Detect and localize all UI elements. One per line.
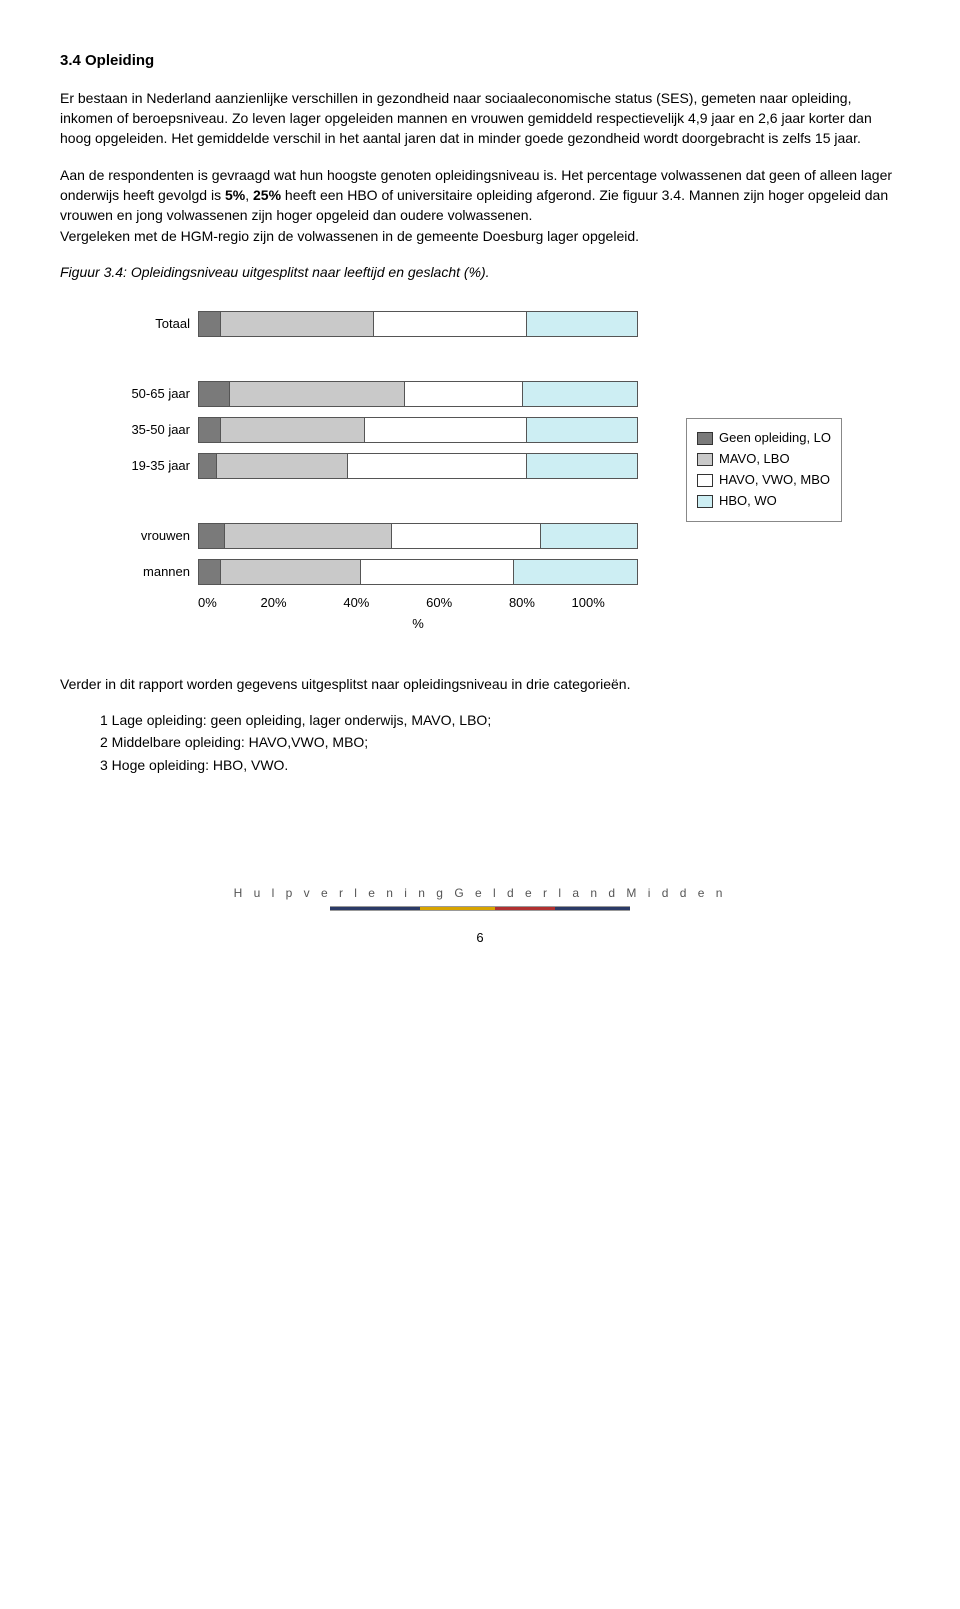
chart-row: 19-35 jaar <box>100 448 638 484</box>
chart-segment <box>221 312 374 336</box>
legend-label: HBO, WO <box>719 492 777 511</box>
chart-row-label: 35-50 jaar <box>100 421 198 440</box>
chart-tick: 80% <box>509 594 535 613</box>
chart-bar <box>198 523 638 549</box>
legend-swatch <box>697 495 713 508</box>
chart-segment <box>523 382 637 406</box>
chart-spacer <box>100 342 638 376</box>
chart-row-label: mannen <box>100 563 198 582</box>
chart-segment <box>221 560 361 584</box>
chart-segment <box>199 454 217 478</box>
chart-segment <box>199 524 225 548</box>
chart-tick: 100% <box>572 594 605 613</box>
chart-bar <box>198 311 638 337</box>
legend-label: MAVO, LBO <box>719 450 790 469</box>
chart-x-axis: 0% 20% 40% 60% 80% 100% <box>198 594 638 613</box>
chart-segment <box>225 524 391 548</box>
chart-segment <box>365 418 527 442</box>
category-list: 1 Lage opleiding: geen opleiding, lager … <box>100 710 900 775</box>
chart-spacer <box>100 484 638 518</box>
chart-row: mannen <box>100 554 638 590</box>
chart-bar <box>198 453 638 479</box>
paragraph-2: Aan de respondenten is gevraagd wat hun … <box>60 165 900 246</box>
outro-paragraph: Verder in dit rapport worden gegevens ui… <box>60 674 900 694</box>
chart-segment <box>527 454 637 478</box>
chart-segment <box>199 382 230 406</box>
chart-legend: Geen opleiding, LO MAVO, LBO HAVO, VWO, MB… <box>686 418 842 521</box>
p2-bold-2: 25% <box>253 187 281 203</box>
legend-item: MAVO, LBO <box>697 450 831 469</box>
category-item: 2 Middelbare opleiding: HAVO,VWO, MBO; <box>100 732 900 752</box>
chart-bar <box>198 381 638 407</box>
legend-swatch <box>697 453 713 466</box>
chart-segment <box>217 454 348 478</box>
chart-row: Totaal <box>100 306 638 342</box>
p2-bold-1: 5% <box>225 187 245 203</box>
legend-swatch <box>697 474 713 487</box>
chart-segment <box>348 454 528 478</box>
chart-segment <box>405 382 523 406</box>
chart-segment <box>527 418 637 442</box>
chart-segment <box>199 312 221 336</box>
chart-row-label: vrouwen <box>100 527 198 546</box>
chart-row: 35-50 jaar <box>100 412 638 448</box>
chart-segment <box>230 382 405 406</box>
chart-segment <box>541 524 637 548</box>
legend-label: HAVO, VWO, MBO <box>719 471 830 490</box>
chart-x-label: % <box>198 615 638 634</box>
category-item: 1 Lage opleiding: geen opleiding, lager … <box>100 710 900 730</box>
legend-item: HBO, WO <box>697 492 831 511</box>
page-footer: H u l p v e r l e n i n g G e l d e r l … <box>60 885 900 948</box>
chart-row-label: 50-65 jaar <box>100 385 198 404</box>
chart-segment <box>392 524 541 548</box>
chart-tick: 20% <box>261 594 287 613</box>
chart-tick: 40% <box>343 594 369 613</box>
p2-text-c: , <box>245 187 253 203</box>
chart-segment <box>199 560 221 584</box>
chart-row-label: 19-35 jaar <box>100 457 198 476</box>
chart-tick: 60% <box>426 594 452 613</box>
chart-row-label: Totaal <box>100 315 198 334</box>
page-number: 6 <box>60 929 900 948</box>
chart-segment <box>361 560 514 584</box>
chart-row: 50-65 jaar <box>100 376 638 412</box>
chart-tick: 0% <box>198 594 217 613</box>
chart-bar <box>198 417 638 443</box>
chart-segment <box>527 312 637 336</box>
chart-bar <box>198 559 638 585</box>
section-title: 3.4 Opleiding <box>60 50 900 72</box>
education-chart: Totaal 50-65 jaar 35-50 jaar 19-35 jaar vrou… <box>100 306 900 634</box>
category-item: 3 Hoge opleiding: HBO, VWO. <box>100 755 900 775</box>
figure-caption: Figuur 3.4: Opleidingsniveau uitgesplits… <box>60 262 900 282</box>
chart-segment <box>199 418 221 442</box>
legend-item: HAVO, VWO, MBO <box>697 471 831 490</box>
footer-brand: H u l p v e r l e n i n g G e l d e r l … <box>60 885 900 902</box>
chart-segment <box>221 418 366 442</box>
paragraph-1: Er bestaan in Nederland aanzienlijke ver… <box>60 88 900 149</box>
p3-text: Vergeleken met de HGM-regio zijn de volw… <box>60 228 639 244</box>
chart-segment <box>374 312 527 336</box>
footer-line <box>330 906 630 911</box>
chart-row: vrouwen <box>100 518 638 554</box>
legend-label: Geen opleiding, LO <box>719 429 831 448</box>
legend-item: Geen opleiding, LO <box>697 429 831 448</box>
chart-segment <box>514 560 637 584</box>
legend-swatch <box>697 432 713 445</box>
